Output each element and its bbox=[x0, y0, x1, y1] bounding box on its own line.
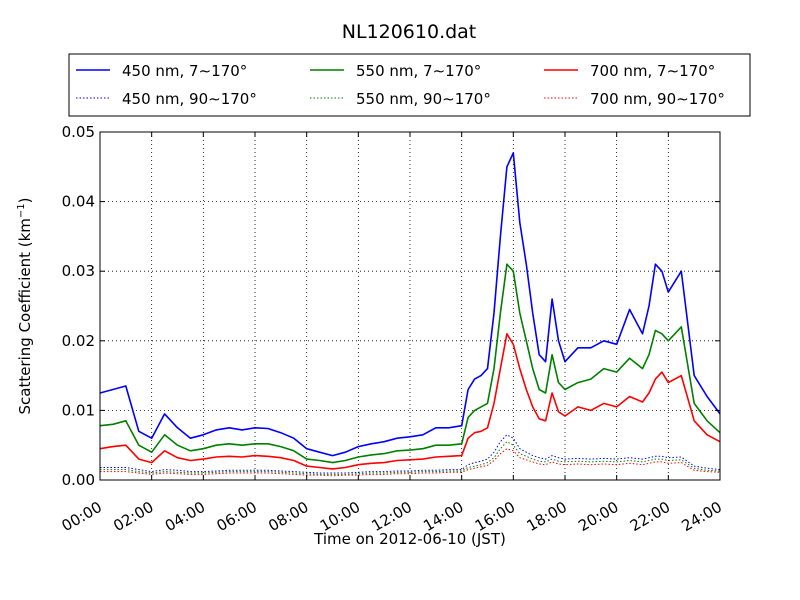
y-axis-label-superscript: −1 bbox=[16, 203, 27, 218]
series-line-4 bbox=[99, 332, 721, 470]
y-tick-label: 0.04 bbox=[62, 193, 95, 211]
x-tick-label: 00:00 bbox=[59, 498, 105, 535]
legend: 450 nm, 7∼170° 550 nm, 7∼170° 700 nm, 7∼17… bbox=[76, 62, 725, 108]
y-tick-label: 0.05 bbox=[62, 123, 95, 141]
y-tick-label: 0.01 bbox=[62, 401, 95, 419]
x-axis: 00:00 02:00 04:00 06:00 08:00 10:00 12:00 14:00… bbox=[59, 132, 725, 535]
y-tick-label: 0.02 bbox=[62, 332, 95, 350]
series-line-1 bbox=[100, 434, 721, 474]
series-line-2 bbox=[99, 263, 721, 464]
y-axis: 0.00 0.01 0.02 0.03 0.04 0.05 bbox=[62, 123, 720, 489]
legend-box bbox=[68, 53, 751, 117]
x-tick-label: 22:00 bbox=[627, 498, 673, 535]
chart-title: NL120610.dat bbox=[342, 21, 477, 43]
y-tick-label: 0.03 bbox=[62, 262, 95, 280]
x-axis-label: Time on 2012-06-10 (JST) bbox=[313, 530, 506, 548]
y-axis-label: Scattering Coefficient (km−1) bbox=[16, 197, 34, 414]
x-tick-label: 18:00 bbox=[524, 498, 570, 535]
legend-label: 550 nm, 7∼170° bbox=[356, 62, 481, 80]
x-tick-label: 24:00 bbox=[679, 498, 725, 535]
legend-label: 450 nm, 90∼170° bbox=[122, 90, 257, 108]
legend-label: 700 nm, 7∼170° bbox=[590, 62, 715, 80]
y-tick-label: 0.00 bbox=[62, 471, 95, 489]
y-axis-label-main: Scattering Coefficient (km bbox=[16, 218, 34, 414]
x-tick-label: 02:00 bbox=[110, 498, 156, 535]
legend-label: 700 nm, 90∼170° bbox=[590, 90, 725, 108]
y-axis-label-close: ) bbox=[16, 197, 34, 203]
series-line-0 bbox=[99, 152, 721, 457]
grid bbox=[100, 132, 720, 480]
x-tick-label: 06:00 bbox=[214, 498, 260, 535]
series-line-3 bbox=[100, 441, 721, 475]
legend-label: 450 nm, 7∼170° bbox=[122, 62, 247, 80]
x-tick-label: 20:00 bbox=[575, 498, 621, 535]
x-tick-label: 08:00 bbox=[265, 498, 311, 535]
plot-lines bbox=[99, 152, 721, 477]
legend-label: 550 nm, 90∼170° bbox=[356, 90, 491, 108]
x-tick-label: 04:00 bbox=[162, 498, 208, 535]
